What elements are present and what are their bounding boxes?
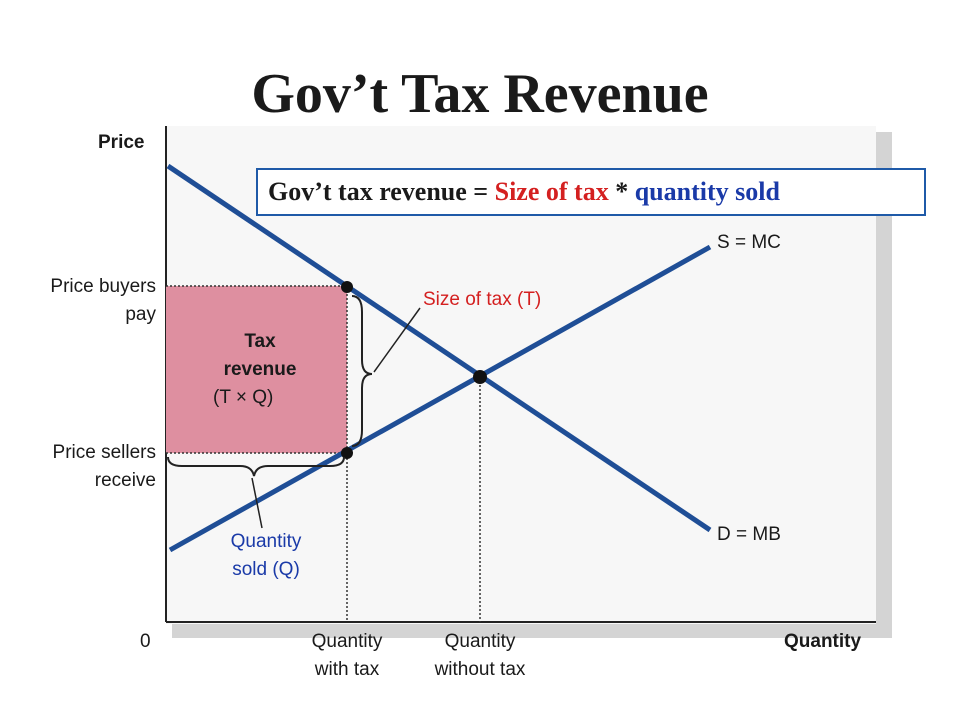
formula-quantity-sold: quantity sold: [634, 177, 780, 206]
supply-curve-label: S = MC: [717, 232, 781, 253]
page-title: Gov’t Tax Revenue: [251, 63, 709, 125]
tax-revenue-formula: (T × Q): [213, 387, 274, 408]
tax-revenue-line2: revenue: [223, 359, 297, 380]
quantity-sold-label: Quantity sold (Q): [206, 528, 326, 584]
size-of-tax-label: Size of tax (T): [423, 289, 542, 310]
quantity-with-tax-line1: Quantity: [311, 631, 383, 652]
price-buyers-pay-label: Price buyers pay: [6, 273, 156, 329]
origin-label: 0: [140, 631, 151, 652]
quantity-sold-pointer: [251, 477, 263, 529]
demand-curve: [166, 163, 712, 533]
equilibrium-point: [473, 370, 487, 384]
supply-curve: [168, 244, 712, 553]
tax-revenue-line1: Tax: [244, 331, 276, 352]
quantity-without-tax-line2: without tax: [434, 659, 526, 680]
quantity-with-tax-line2: with tax: [314, 659, 380, 680]
buyer-price-point: [341, 281, 353, 293]
size-of-tax-brace: [351, 295, 373, 447]
price-sellers-line2: receive: [94, 470, 156, 491]
seller-price-point: [341, 447, 353, 459]
tax-revenue-label: Tax revenue: [200, 328, 320, 384]
price-buyers-line1: Price buyers: [50, 276, 156, 297]
quantity-sold-line2: sold (Q): [232, 559, 300, 580]
tax-revenue-area: [166, 286, 347, 453]
x-axis-label: Quantity: [784, 631, 862, 652]
y-axis-label: Price: [98, 132, 145, 153]
demand-curve-label: D = MB: [717, 524, 781, 545]
quantity-sold-brace: [167, 456, 345, 477]
quantity-without-tax-line1: Quantity: [444, 631, 516, 652]
formula-lhs: Gov’t tax revenue =: [268, 177, 495, 206]
price-sellers-receive-label: Price sellers receive: [6, 439, 156, 495]
formula-size-of-tax: Size of tax: [494, 177, 609, 206]
price-buyers-line2: pay: [125, 304, 156, 325]
quantity-without-tax-label: Quantity without tax: [415, 628, 545, 684]
quantity-with-tax-label: Quantity with tax: [287, 628, 407, 684]
formula-times: *: [608, 177, 635, 206]
price-sellers-line1: Price sellers: [52, 442, 156, 463]
quantity-sold-line1: Quantity: [230, 531, 302, 552]
size-of-tax-pointer: [373, 307, 421, 373]
formula-box: Gov’t tax revenue = Size of tax * quanti…: [256, 168, 926, 216]
